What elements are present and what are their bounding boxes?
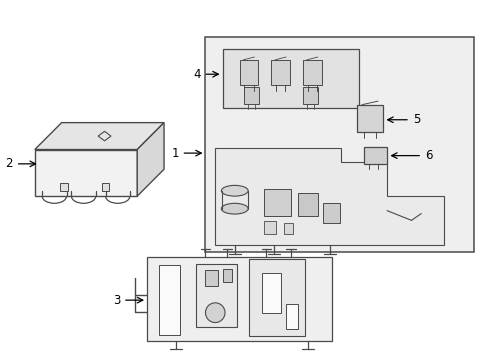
Ellipse shape [205,303,224,323]
Bar [271,60,289,85]
Bar [239,60,258,85]
Text: 1: 1 [171,147,201,159]
Bar [222,269,232,282]
Bar [322,203,339,223]
Bar [60,183,68,191]
Text: 6: 6 [391,149,431,162]
Text: 2: 2 [5,157,36,170]
Bar [244,87,259,104]
Bar [249,259,305,336]
Bar [285,304,298,329]
Bar [303,60,321,85]
Bar [205,270,217,286]
Bar [205,37,473,252]
Bar [195,264,237,327]
Bar [102,183,109,191]
Polygon shape [35,123,163,149]
Ellipse shape [221,185,247,196]
Bar [363,147,386,164]
Bar [147,257,331,341]
Bar [283,223,293,234]
Polygon shape [137,123,163,196]
Bar [261,273,281,313]
Bar [298,193,317,216]
Polygon shape [35,149,137,196]
Text: 3: 3 [113,294,142,307]
Bar [264,189,290,216]
Text: 4: 4 [193,68,218,81]
Bar [222,49,358,108]
Bar [264,221,276,234]
Polygon shape [215,148,444,244]
Bar [303,87,317,104]
Ellipse shape [221,203,247,214]
Text: 5: 5 [387,113,419,126]
Bar [356,105,383,132]
Bar [159,265,179,335]
